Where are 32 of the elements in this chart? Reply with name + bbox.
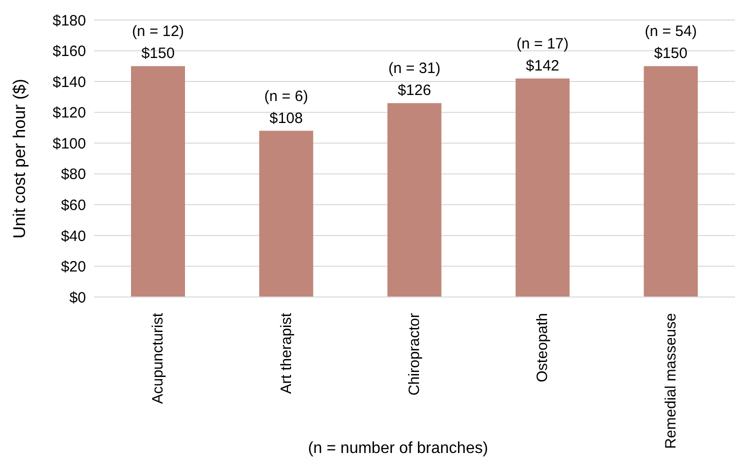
bar — [259, 130, 314, 297]
annotation: (n = 6) — [264, 88, 308, 105]
y-tick-label: $60 — [60, 196, 86, 214]
annotation: (n = 17) — [516, 35, 569, 52]
data-label: $126 — [398, 82, 432, 100]
data-label: $150 — [141, 45, 175, 62]
y-tick-label: $160 — [52, 43, 86, 60]
y-tick-label: $180 — [52, 12, 86, 30]
y-tick-label: $40 — [60, 228, 86, 245]
data-label: $142 — [526, 57, 560, 74]
bar — [516, 78, 570, 297]
x-tick-label: Acupuncturist — [150, 312, 167, 404]
x-tick-label: Art therapist — [278, 312, 295, 394]
y-axis-title: Unit cost per hour ($) — [10, 78, 30, 238]
y-tick-label: $20 — [60, 258, 86, 276]
bar — [387, 103, 442, 297]
bar — [131, 66, 185, 297]
annotation: (n = 12) — [132, 23, 184, 40]
data-label: $150 — [654, 45, 688, 62]
y-tick-label: $120 — [52, 104, 86, 122]
y-tick-label: $140 — [52, 74, 86, 91]
annotation: (n = 31) — [388, 60, 440, 78]
y-tick-label: $100 — [52, 135, 86, 152]
y-tick-label: $80 — [60, 166, 86, 184]
x-tick-label: Osteopath — [534, 313, 552, 382]
data-label: $108 — [270, 110, 303, 127]
annotation: (n = 54) — [644, 23, 697, 40]
x-axis-title: (n = number of branches) — [308, 440, 488, 457]
x-tick-label: Remedial masseuse — [662, 313, 680, 449]
y-tick-label: $0 — [69, 289, 86, 306]
x-tick-label: Chiropractor — [406, 312, 423, 396]
bar — [644, 66, 698, 297]
